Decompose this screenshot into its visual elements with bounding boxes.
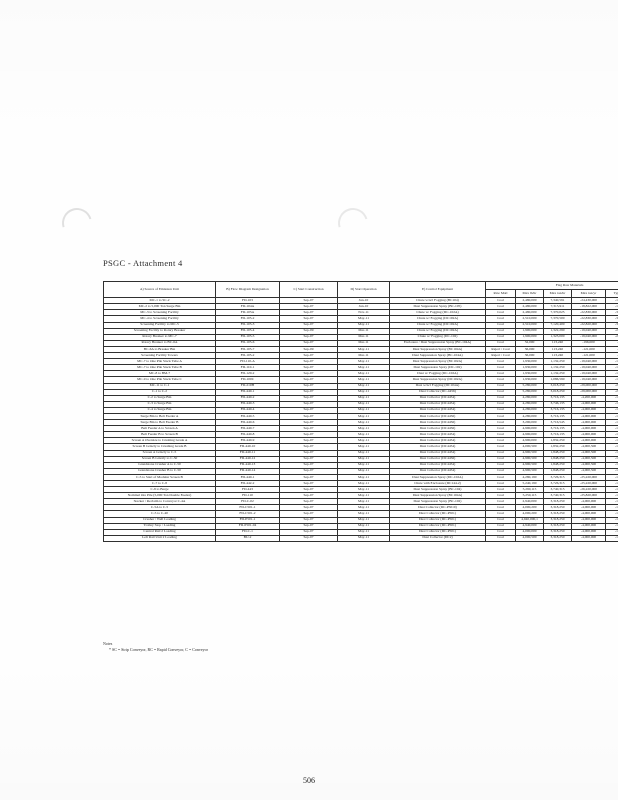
- table-row: Left Rail Unit 2 Loading BU-2 Sep-07 May-11…: [103, 534, 618, 542]
- header-max-ton-hr: Max ton/hr: [543, 289, 572, 299]
- table-row: MC-3 to Screening Facility FD-105A Sep-07 N…: [103, 309, 618, 317]
- attachment-title: PSGC - Attachment 4: [103, 258, 183, 268]
- header-max-lb-hr: Max lb/hr: [515, 289, 544, 299]
- header-flow-diagram-designation: B) Flow Diagram Designation: [215, 280, 280, 299]
- cell-control-equipment: Dust Collector (DC2): [389, 534, 486, 542]
- table-row: Grandstone Crusher A to C-50 FD-440-13 Sep…: [103, 461, 618, 469]
- table-header-row-sub: Raw Matl Max lb/hr Max ton/hr Max ton/yr…: [104, 289, 618, 299]
- table-row: Rotary Breaker to BC-6A FD-105-6 Sep-07 Mar…: [103, 339, 618, 347]
- header-max-ton-yr: Max ton/yr: [571, 289, 606, 299]
- header-type-source: Type Source: [605, 289, 618, 299]
- cell-type-source: -1,858,250: [605, 534, 618, 542]
- emission-units-table: A) Source of Emission Unit B) Flow Diagr…: [103, 280, 618, 542]
- header-raw-matl: Raw Matl: [485, 289, 516, 299]
- notes-heading: Notes: [103, 641, 113, 646]
- cell-flow-diagram: BU-2: [215, 534, 280, 542]
- header-control-equipment: E) Control Equipment: [389, 280, 486, 299]
- cell-max-ton-hr: 3,318,250: [543, 534, 572, 542]
- table-row: C-5 to C-40 FD-C501-2 Sep-07 May-11 Dust Col…: [103, 510, 618, 518]
- table-row: Screen A Oversize to Crushing Grade A FD-…: [103, 437, 618, 445]
- cell-start-construction: Sep-07: [279, 534, 338, 542]
- table-row: MC-9 to One Pile Stack Tube C FD-100C Sep-…: [103, 376, 618, 384]
- footnotes: Notes * SC = Strip Conveyor, RC = Rapid …: [103, 641, 208, 652]
- scan-curl-artifact-right: [332, 202, 374, 244]
- table-row: C-2 to Surge Bin FD-440-2 Sep-07 May-11 Dust…: [103, 394, 618, 402]
- table-row: Screen B Grizzly to Crushing Grade B FD-4…: [103, 443, 618, 451]
- cell-start-operation: May-11: [337, 534, 390, 542]
- table-header-row-top: A) Source of Emission Unit B) Flow Diagr…: [103, 280, 618, 299]
- table-row: C-5 to Start of Modular Screen B FD-440-1…: [103, 473, 618, 482]
- cell-max-ton-yr: -4,000,000: [571, 534, 606, 542]
- table-row: MC-8 to BM-7 FD-120-2 Sep-07 May-11 Dust w/ …: [103, 370, 618, 378]
- cell-source: Left Rail Unit 2 Loading: [103, 534, 216, 542]
- page-number: 506: [303, 776, 315, 785]
- header-group-flag-raw-materials: Flag Raw Materials: [484, 280, 618, 291]
- header-start-operation: D) Start Operation: [337, 280, 390, 299]
- header-start-construction: C) Start Construction: [279, 280, 338, 299]
- notes-line-1: * SC = Strip Conveyor, RC = Rapid Convey…: [109, 647, 209, 652]
- table-body: MC-1 to SC-2 FD-103 Sep-07 Jun-10 Chute w/nc…: [103, 297, 618, 542]
- scan-curl-artifact-left: [56, 202, 98, 244]
- header-source-of-emission-unit: A) Source of Emission Unit: [103, 280, 216, 299]
- table-row: Surge Bin to Belt Feeder A FD-440-5 Sep-07…: [103, 412, 618, 421]
- cell-raw-matl: Coal: [485, 534, 516, 542]
- cell-max-lb-hr: 4,000,500: [515, 534, 544, 542]
- table-row: MC-7 to One Pile Stack Tube B FD-110-1 Sep…: [103, 364, 618, 372]
